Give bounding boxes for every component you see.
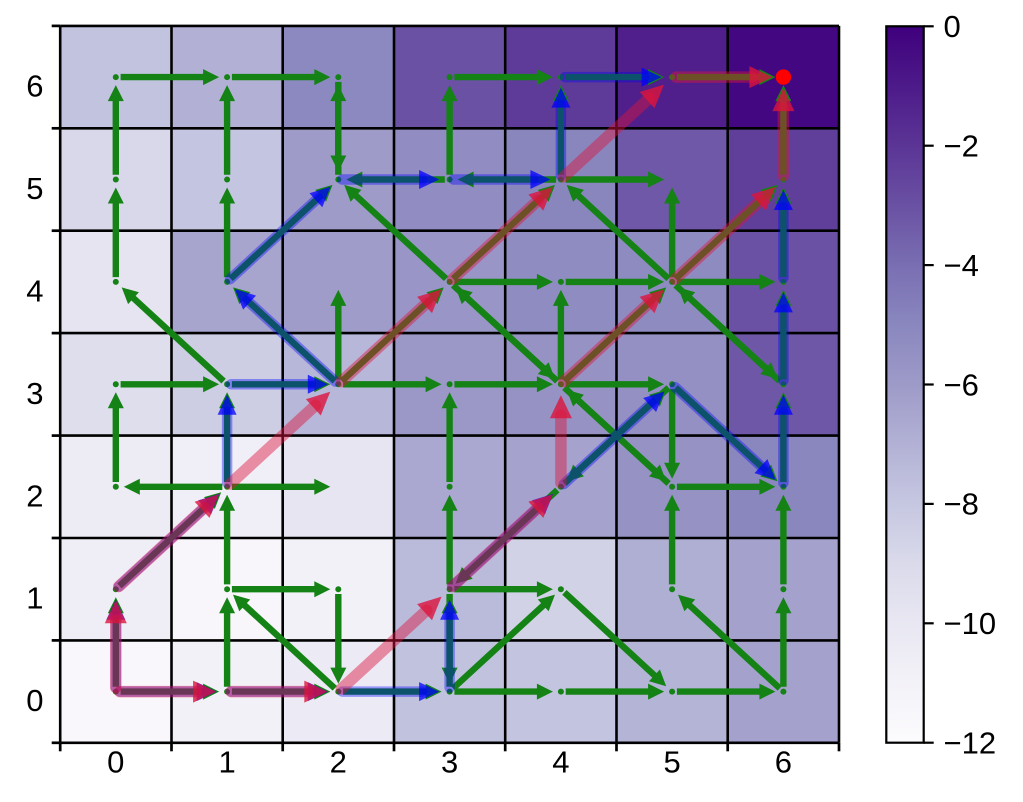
svg-text:4: 4 (26, 273, 43, 308)
svg-text:−12: −12 (944, 726, 997, 761)
svg-text:−4: −4 (944, 248, 979, 283)
svg-text:3: 3 (441, 745, 458, 780)
svg-text:−8: −8 (944, 487, 979, 522)
svg-text:1: 1 (218, 745, 235, 780)
svg-text:0: 0 (944, 9, 961, 44)
svg-text:5: 5 (26, 171, 43, 206)
svg-text:0: 0 (26, 683, 43, 718)
svg-text:5: 5 (663, 745, 680, 780)
svg-text:2: 2 (330, 745, 347, 780)
svg-text:−10: −10 (944, 606, 997, 641)
svg-text:6: 6 (26, 69, 43, 104)
svg-text:2: 2 (26, 478, 43, 513)
svg-text:−6: −6 (944, 367, 979, 402)
svg-text:0: 0 (107, 745, 124, 780)
svg-text:3: 3 (26, 376, 43, 411)
svg-text:6: 6 (775, 745, 792, 780)
svg-text:−2: −2 (944, 129, 979, 164)
svg-text:1: 1 (26, 581, 43, 616)
svg-text:4: 4 (552, 745, 569, 780)
